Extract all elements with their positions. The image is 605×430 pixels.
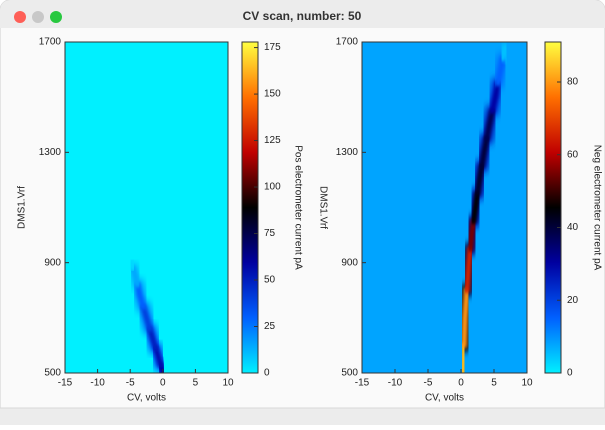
colorbar-tick-label: 50 bbox=[264, 275, 276, 286]
colorbar-tick-label: 0 bbox=[264, 368, 270, 379]
ridge-core bbox=[134, 281, 147, 310]
ridge-core bbox=[489, 80, 501, 114]
heatmap-ridge bbox=[455, 42, 513, 373]
y-tick-label: 900 bbox=[44, 257, 61, 268]
ridge-core bbox=[140, 303, 153, 332]
x-tick-label: 5 bbox=[491, 378, 497, 389]
ridge-core bbox=[128, 259, 137, 272]
ridge-core bbox=[499, 44, 509, 62]
minimize-button[interactable] bbox=[32, 11, 44, 23]
y-tick-label: 900 bbox=[341, 257, 358, 268]
colorbar-tick-label: 150 bbox=[264, 89, 281, 100]
colorbar-label: Pos electrometer current pA bbox=[292, 145, 303, 270]
y-tick-label: 1300 bbox=[39, 147, 62, 158]
plot-frame bbox=[64, 41, 229, 374]
ridge-core bbox=[474, 163, 485, 197]
x-tick-label: -5 bbox=[126, 378, 135, 389]
colorbar-label: Neg electrometer current pA bbox=[591, 145, 602, 271]
status-bar bbox=[0, 408, 605, 425]
y-axis-label: DMS1.Vrf bbox=[317, 186, 328, 229]
x-axis-label: CV, volts bbox=[425, 393, 464, 404]
y-tick-label: 1300 bbox=[336, 147, 359, 158]
plot-frame bbox=[361, 41, 528, 374]
heatmap-ridge bbox=[124, 255, 170, 373]
y-axis-label: DMS1.Vrf bbox=[17, 186, 28, 229]
y-tick-label: 500 bbox=[44, 368, 61, 379]
x-tick-label: -15 bbox=[58, 378, 73, 389]
x-axis-label: CV, volts bbox=[127, 393, 166, 404]
colorbar-tick-label: 80 bbox=[567, 77, 579, 88]
colorbar-tick-label: 40 bbox=[567, 222, 579, 233]
y-tick-label: 1700 bbox=[39, 37, 62, 48]
colorbar-tick-label: 0 bbox=[567, 368, 573, 379]
x-tick-label: 10 bbox=[222, 378, 234, 389]
ridge-core bbox=[478, 135, 490, 170]
zoom-button[interactable] bbox=[50, 11, 62, 23]
colorbar bbox=[544, 41, 562, 374]
colorbar-tick-label: 125 bbox=[264, 135, 281, 146]
x-tick-label: -10 bbox=[90, 378, 105, 389]
ridge-core bbox=[494, 55, 506, 87]
ridge-core bbox=[467, 218, 477, 252]
title-bar bbox=[0, 0, 605, 28]
ridge-core bbox=[460, 287, 470, 349]
close-button[interactable] bbox=[14, 11, 26, 23]
ridge-core bbox=[146, 325, 159, 352]
y-tick-label: 1700 bbox=[336, 37, 359, 48]
ridge-core bbox=[459, 342, 467, 373]
colorbar-tick-label: 175 bbox=[264, 42, 281, 53]
colorbar-tick-label: 60 bbox=[567, 149, 579, 160]
ridge-core bbox=[483, 107, 496, 142]
colorbar bbox=[241, 41, 259, 374]
x-tick-label: 10 bbox=[521, 378, 533, 389]
x-tick-label: 0 bbox=[160, 378, 166, 389]
x-tick-label: 5 bbox=[193, 378, 199, 389]
colorbar-tick-label: 20 bbox=[567, 295, 579, 306]
ridge-core bbox=[470, 190, 481, 225]
colorbar-tick-label: 100 bbox=[264, 182, 281, 193]
colorbar-tick-label: 25 bbox=[264, 321, 276, 332]
x-tick-label: -10 bbox=[388, 378, 403, 389]
x-tick-label: -5 bbox=[424, 378, 433, 389]
x-tick-label: 0 bbox=[458, 378, 464, 389]
colorbar-tick-label: 75 bbox=[264, 228, 276, 239]
window-title: CV scan, number: 50 bbox=[243, 9, 362, 23]
x-tick-label: -15 bbox=[355, 378, 370, 389]
ridge-core bbox=[463, 245, 474, 294]
y-tick-label: 500 bbox=[341, 368, 358, 379]
